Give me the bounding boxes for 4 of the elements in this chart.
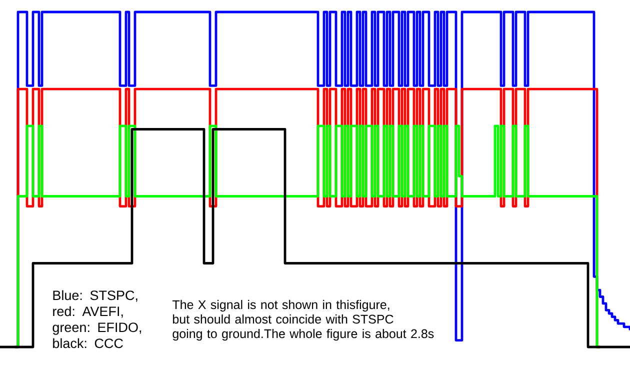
annotation: going to ground.The whole figure is about 2.8s xyxy=(172,328,434,341)
annotation: The X signal is not shown in thisfigure, xyxy=(172,300,390,312)
annotation: but should almost coincide with STSPC xyxy=(173,314,394,324)
annotation: Blue: STSPC, red: AVEFI, green: EFIDO, black: CCC xyxy=(52,290,142,348)
